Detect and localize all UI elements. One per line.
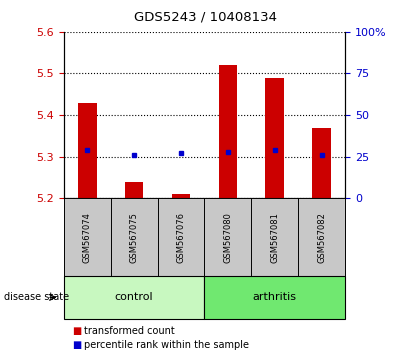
Text: GDS5243 / 10408134: GDS5243 / 10408134 <box>134 11 277 24</box>
Bar <box>312 127 331 198</box>
Text: disease state: disease state <box>4 292 69 302</box>
Text: ■: ■ <box>72 340 81 350</box>
Text: percentile rank within the sample: percentile rank within the sample <box>84 340 249 350</box>
Text: GSM567081: GSM567081 <box>270 212 279 263</box>
Bar <box>266 78 284 198</box>
Text: arthritis: arthritis <box>253 292 297 302</box>
Text: GSM567075: GSM567075 <box>129 212 139 263</box>
Text: GSM567076: GSM567076 <box>176 212 185 263</box>
Text: GSM567074: GSM567074 <box>83 212 92 263</box>
Bar <box>64 276 204 319</box>
Bar <box>125 182 143 198</box>
Bar <box>78 103 97 198</box>
Bar <box>219 65 237 198</box>
Text: GSM567082: GSM567082 <box>317 212 326 263</box>
Text: ■: ■ <box>72 326 81 336</box>
Text: GSM567080: GSM567080 <box>224 212 233 263</box>
Bar <box>172 194 190 198</box>
Text: control: control <box>115 292 153 302</box>
Bar <box>205 276 345 319</box>
Text: transformed count: transformed count <box>84 326 175 336</box>
